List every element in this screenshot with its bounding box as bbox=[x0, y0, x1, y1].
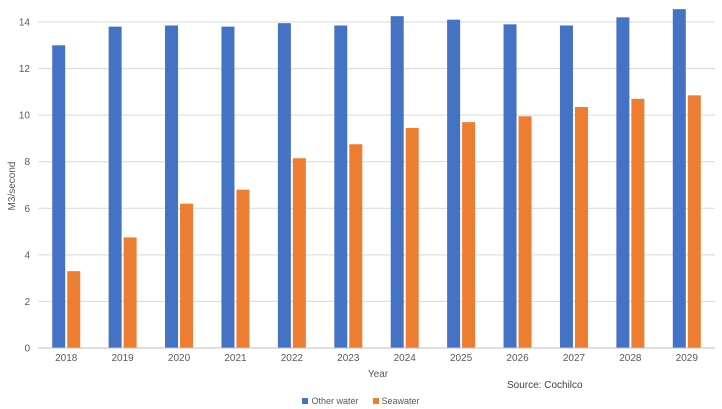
legend-item-other-water: Other water bbox=[302, 396, 359, 406]
bar-other-water bbox=[616, 17, 630, 348]
bars bbox=[52, 9, 701, 349]
bar-other-water bbox=[221, 26, 235, 349]
legend-label-other-water: Other water bbox=[311, 396, 359, 406]
x-tick-label: 2028 bbox=[619, 353, 642, 364]
legend: Other water Seawater bbox=[0, 396, 722, 406]
bar-seawater bbox=[462, 122, 476, 348]
legend-label-seawater: Seawater bbox=[381, 396, 420, 406]
bar-seawater bbox=[67, 271, 81, 348]
legend-swatch-seawater bbox=[372, 398, 379, 404]
x-tick-label: 2021 bbox=[224, 353, 247, 364]
bar-seawater bbox=[631, 98, 645, 348]
bar-other-water bbox=[503, 24, 517, 348]
bar-seawater bbox=[405, 127, 419, 348]
bar-other-water bbox=[390, 16, 404, 349]
y-tick-label: 6 bbox=[24, 204, 30, 215]
bar-other-water bbox=[52, 45, 66, 349]
bar-seawater bbox=[518, 116, 532, 348]
x-tick-label: 2022 bbox=[281, 353, 304, 364]
y-tick-label: 10 bbox=[19, 111, 31, 122]
legend-item-seawater: Seawater bbox=[372, 396, 420, 406]
bar-seawater bbox=[180, 203, 194, 348]
bar-seawater bbox=[574, 106, 588, 348]
x-tick-label: 2025 bbox=[450, 353, 473, 364]
bar-seawater bbox=[687, 95, 701, 348]
y-axis-ticks: 0 2 4 6 8 10 12 14 bbox=[19, 18, 31, 355]
x-axis-ticks: 2018 2019 2020 2021 2022 2023 2024 2025 2026 2027… bbox=[55, 353, 698, 364]
x-tick-label: 2018 bbox=[55, 353, 78, 364]
y-tick-label: 0 bbox=[24, 344, 30, 355]
bar-seawater bbox=[292, 158, 306, 348]
y-tick-label: 4 bbox=[24, 250, 30, 261]
x-tick-label: 2023 bbox=[337, 353, 360, 364]
y-tick-label: 14 bbox=[19, 18, 31, 29]
y-tick-label: 8 bbox=[24, 157, 30, 168]
bar-seawater bbox=[123, 237, 137, 348]
x-tick-label: 2020 bbox=[168, 353, 191, 364]
x-tick-label: 2027 bbox=[563, 353, 586, 364]
y-tick-label: 12 bbox=[19, 64, 31, 75]
y-axis-title: M3/second bbox=[7, 162, 18, 211]
bar-other-water bbox=[277, 23, 291, 349]
x-axis-title: Year bbox=[368, 369, 389, 380]
bar-other-water bbox=[108, 26, 122, 349]
x-tick-label: 2019 bbox=[112, 353, 135, 364]
bar-other-water bbox=[165, 25, 179, 348]
x-tick-label: 2029 bbox=[676, 353, 699, 364]
y-tick-label: 2 bbox=[24, 297, 30, 308]
bar-other-water bbox=[559, 25, 573, 348]
x-tick-label: 2026 bbox=[506, 353, 529, 364]
bar-other-water bbox=[672, 9, 686, 348]
bar-seawater bbox=[349, 144, 363, 348]
x-tick-label: 2024 bbox=[394, 353, 417, 364]
bar-seawater bbox=[236, 189, 250, 348]
gridlines bbox=[38, 21, 715, 302]
bar-other-water bbox=[447, 19, 461, 349]
bar-other-water bbox=[334, 25, 348, 348]
legend-swatch-other-water bbox=[302, 398, 309, 404]
source-note: Source: Cochilco bbox=[507, 380, 583, 391]
